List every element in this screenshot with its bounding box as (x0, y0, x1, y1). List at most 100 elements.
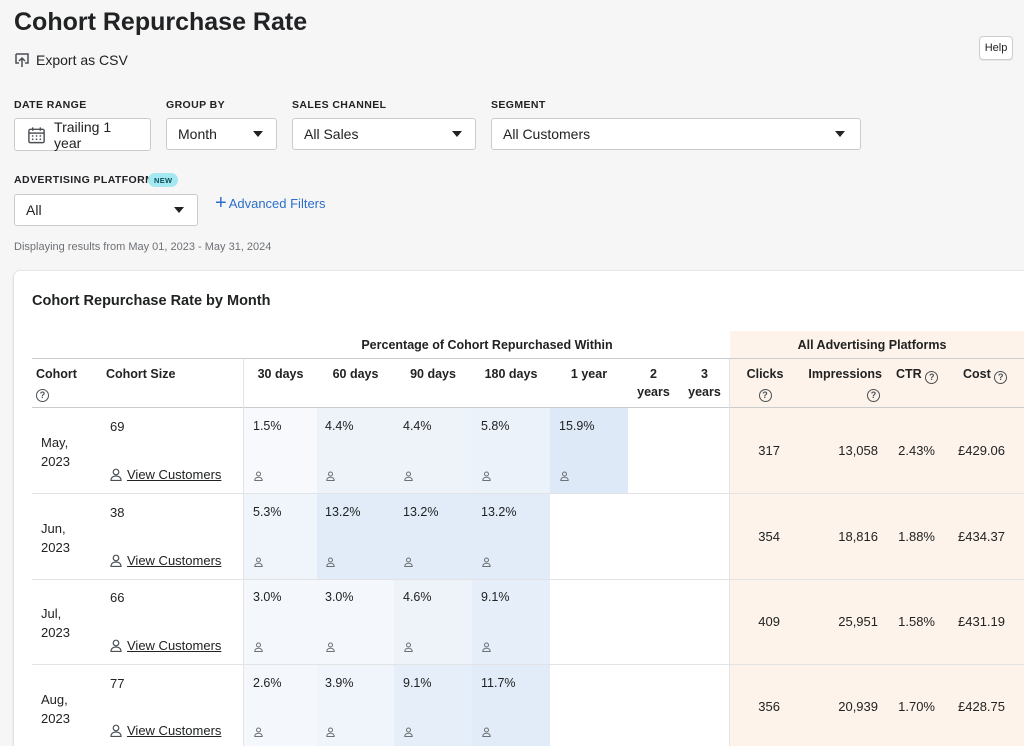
heat-cell (394, 494, 472, 580)
export-icon (15, 53, 29, 67)
group-by-value: Month (178, 126, 217, 142)
heat-cell (244, 494, 317, 580)
column-header-cohort: Cohort ? (36, 367, 77, 402)
column-header-180-days: 180 days (484, 367, 538, 381)
person-icon[interactable] (404, 642, 413, 652)
export-csv-label: Export as CSV (36, 52, 128, 68)
person-icon[interactable] (404, 557, 413, 567)
cohort-size-cell: 66 (110, 590, 125, 605)
group-header-percentage: Percentage of Cohort Repurchased Within (361, 338, 613, 352)
date-range-button[interactable]: Trailing 1 year (14, 118, 151, 151)
column-header-1-year: 1 year (570, 367, 608, 381)
person-icon[interactable] (254, 642, 263, 652)
divider (32, 358, 1024, 359)
plus-icon: + (215, 192, 227, 214)
cost-cell: £429.06 (958, 443, 1005, 458)
advertising-platform-select[interactable]: All (14, 194, 198, 226)
person-icon[interactable] (404, 727, 413, 737)
person-icon[interactable] (560, 471, 569, 481)
column-header-cost: Cost ? (963, 365, 1008, 384)
pct-180-days: 11.7% (481, 676, 516, 690)
column-header-3-years: 3 years (688, 367, 721, 399)
pct-180-days: 9.1% (481, 590, 510, 604)
advertising-platform-label: ADVERTISING PLATFORM (14, 174, 155, 186)
table-title: Cohort Repurchase Rate by Month (32, 293, 271, 309)
view-customers-link[interactable]: View Customers (110, 723, 221, 738)
help-circle-icon[interactable]: ? (758, 388, 772, 402)
person-icon[interactable] (254, 557, 263, 567)
cohort-cell: Jun, 2023 (41, 521, 70, 555)
cohort-cell: Aug, 2023 (41, 692, 70, 726)
heat-cell (550, 408, 628, 494)
person-icon[interactable] (326, 727, 335, 737)
person-icon[interactable] (482, 557, 491, 567)
pct-60-days: 13.2% (325, 505, 361, 519)
ctr-cell: 1.58% (898, 614, 935, 629)
person-icon[interactable] (404, 471, 413, 481)
row-divider (32, 493, 1024, 494)
group-by-select[interactable]: Month (166, 118, 277, 150)
pct-180-days: 5.8% (481, 419, 510, 433)
person-icon[interactable] (326, 642, 335, 652)
help-circle-icon[interactable]: ? (36, 388, 49, 402)
person-icon (110, 724, 122, 737)
column-header-ctr: CTR ? (896, 365, 939, 384)
column-header-2-years: 2 years (637, 367, 670, 399)
pct-90-days: 9.1% (403, 676, 432, 690)
view-customers-link[interactable]: View Customers (110, 553, 221, 568)
column-header-60-days: 60 days (332, 367, 379, 381)
person-icon[interactable] (254, 471, 263, 481)
heat-cell (472, 580, 550, 665)
chevron-down-icon (452, 131, 462, 137)
pct-60-days: 4.4% (325, 419, 354, 433)
person-icon[interactable] (482, 471, 491, 481)
view-customers-link[interactable]: View Customers (110, 467, 221, 482)
export-csv-button[interactable]: Export as CSV (14, 52, 128, 68)
column-header-90-days: 90 days (410, 367, 456, 381)
person-icon[interactable] (482, 642, 491, 652)
column-header-clicks: Clicks ? (746, 367, 784, 402)
page-title: Cohort Repurchase Rate (14, 8, 308, 36)
pct-30-days: 3.0% (253, 590, 282, 604)
clicks-cell: 356 (758, 699, 780, 714)
cohort-table-card: Cohort Repurchase Rate by Month Percenta… (14, 271, 1024, 746)
date-range-value: Trailing 1 year (54, 118, 112, 151)
cohort-table: Percentage of Cohort Repurchased Within … (14, 271, 1024, 746)
person-icon[interactable] (254, 727, 263, 737)
sales-channel-select[interactable]: All Sales (292, 118, 476, 150)
view-customers-link[interactable]: View Customers (110, 638, 221, 653)
segment-select[interactable]: All Customers (491, 118, 861, 150)
person-icon[interactable] (482, 727, 491, 737)
sales-channel-value: All Sales (304, 126, 359, 142)
advanced-filters-link[interactable]: + Advanced Filters (215, 192, 326, 214)
impressions-cell: 25,951 (838, 614, 878, 629)
date-range-label: DATE RANGE (14, 99, 87, 111)
pct-90-days: 4.4% (403, 419, 432, 433)
heat-cell (472, 408, 550, 494)
chevron-down-icon (835, 131, 845, 137)
chevron-down-icon (253, 131, 263, 137)
help-circle-icon[interactable]: ? (925, 370, 939, 384)
segment-label: SEGMENT (491, 99, 546, 111)
person-icon (110, 639, 122, 652)
heat-cell (472, 665, 550, 746)
ctr-cell: 2.43% (898, 443, 935, 458)
help-circle-icon[interactable]: ? (867, 388, 880, 402)
person-icon[interactable] (326, 557, 335, 567)
help-circle-icon[interactable]: ? (994, 370, 1008, 384)
pct-90-days: 4.6% (403, 590, 432, 604)
group-header-advertising: All Advertising Platforms (797, 338, 947, 352)
segment-value: All Customers (503, 126, 591, 142)
heat-cell (244, 665, 317, 746)
pct-30-days: 2.6% (253, 676, 282, 690)
pct-60-days: 3.9% (325, 676, 354, 690)
heat-cell (472, 494, 550, 580)
sales-channel-label: SALES CHANNEL (292, 99, 387, 111)
impressions-cell: 18,816 (838, 529, 878, 544)
help-button[interactable]: Help (979, 36, 1013, 60)
heat-cell (394, 580, 472, 665)
person-icon[interactable] (326, 471, 335, 481)
impressions-cell: 20,939 (838, 699, 878, 714)
clicks-cell: 317 (758, 443, 780, 458)
column-divider (243, 359, 244, 746)
